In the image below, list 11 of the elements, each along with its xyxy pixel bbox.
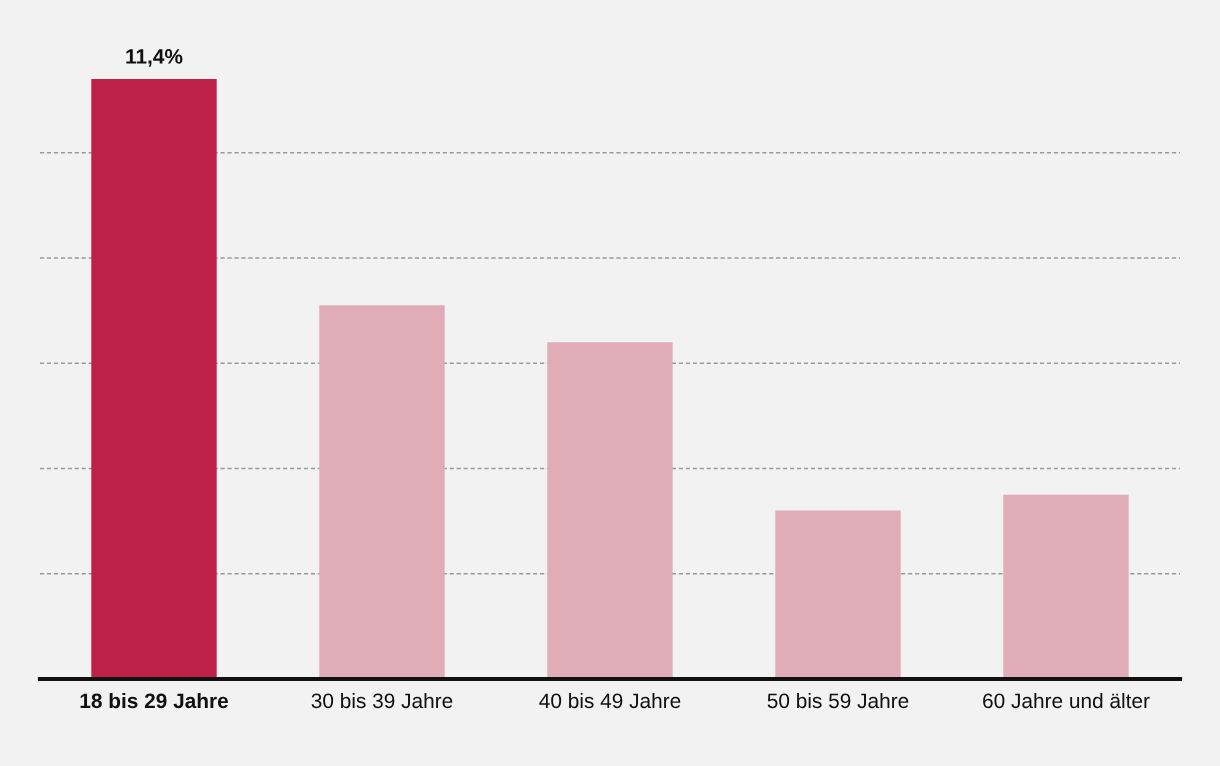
bar <box>775 510 901 679</box>
x-tick-label: 18 bis 29 Jahre <box>80 692 228 709</box>
x-tick-label: 60 Jahre und älter <box>983 692 1150 709</box>
x-tick-label: 40 bis 49 Jahre <box>539 692 681 709</box>
bar <box>319 305 445 679</box>
bar <box>91 79 217 679</box>
bar <box>1003 494 1129 679</box>
bar <box>547 342 673 679</box>
x-tick-label: 30 bis 39 Jahre <box>311 692 453 709</box>
x-tick-label: 50 bis 59 Jahre <box>767 692 909 709</box>
data-label: 11,4% <box>126 49 183 67</box>
